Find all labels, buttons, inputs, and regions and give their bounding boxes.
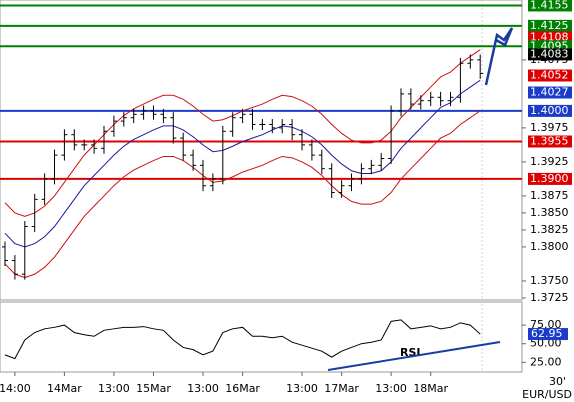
x-tick-label: 14:00 <box>0 382 31 395</box>
level-tag: 1.4125 <box>528 19 572 32</box>
arrow <box>484 27 514 86</box>
level-tag: 1.4155 <box>528 0 572 12</box>
level-tag: 1.4027 <box>528 86 572 99</box>
rsi-current-label: 62.95 <box>531 327 563 340</box>
level-box <box>528 86 572 99</box>
rsi-current-box <box>528 328 568 341</box>
y-tick-label: 1.3725 <box>530 291 569 304</box>
level-tag: 1.4000 <box>528 104 572 117</box>
level-label: 1.4108 <box>530 30 569 43</box>
level-box <box>528 48 572 61</box>
x-tick-label: 14Mar <box>47 382 82 395</box>
overlay-line <box>4 79 481 248</box>
level-box <box>528 104 572 117</box>
level-box <box>528 135 572 148</box>
x-tick-label: 16Mar <box>225 382 260 395</box>
x-tick-label: 13:00 <box>187 382 219 395</box>
x-tick-label: 17Mar <box>324 382 359 395</box>
rsi-line <box>4 319 481 360</box>
y-tick-label: 1.3975 <box>530 121 569 134</box>
overlay-line <box>4 110 481 279</box>
level-tag: 1.4052 <box>528 69 572 82</box>
x-tick-label: 13:00 <box>286 382 318 395</box>
level-label: 1.4000 <box>530 104 569 117</box>
level-label: 1.4125 <box>530 19 569 32</box>
level-tag: 1.4083 <box>528 47 572 61</box>
level-label: 1.3900 <box>530 172 569 185</box>
level-label: 1.4155 <box>530 0 569 11</box>
x-tick-label: 15Mar <box>136 382 171 395</box>
y-tick-label: 1.3750 <box>530 274 569 287</box>
level-label: 1.4027 <box>530 86 569 99</box>
x-tick-label: 13:00 <box>98 382 130 395</box>
level-box <box>528 172 572 185</box>
rsi-current: 62.95 <box>528 327 568 341</box>
level-box <box>528 0 572 12</box>
y-tick-label: 1.3825 <box>530 223 569 236</box>
y-tick-label: 1.3925 <box>530 155 569 168</box>
timeframe: 30' <box>549 375 566 388</box>
y-tick-label: 1.3800 <box>530 240 569 253</box>
level-label: 1.4052 <box>530 69 569 82</box>
level-tag: 1.3900 <box>528 172 572 185</box>
rsi-panel <box>0 301 523 373</box>
y-tick-label: 1.3875 <box>530 189 569 202</box>
level-box <box>528 69 572 82</box>
trendline <box>327 341 501 371</box>
y-tick-label: 1.3850 <box>530 206 569 219</box>
symbol: EUR/USD <box>522 388 572 401</box>
rsi-tick-label: 25.00 <box>530 355 562 368</box>
plot: 1.40751.39751.39251.38751.38501.38251.38… <box>0 0 572 395</box>
price-panel <box>0 0 523 301</box>
level-box <box>528 19 572 32</box>
level-tag: 1.3955 <box>528 134 572 148</box>
x-tick-label: 18Mar <box>413 382 448 395</box>
level-label: 1.4083 <box>530 47 569 60</box>
level-label: 1.3955 <box>530 134 569 147</box>
rsi-tick-label: 75.00 <box>530 318 562 331</box>
x-tick-label: 13:00 <box>375 382 407 395</box>
